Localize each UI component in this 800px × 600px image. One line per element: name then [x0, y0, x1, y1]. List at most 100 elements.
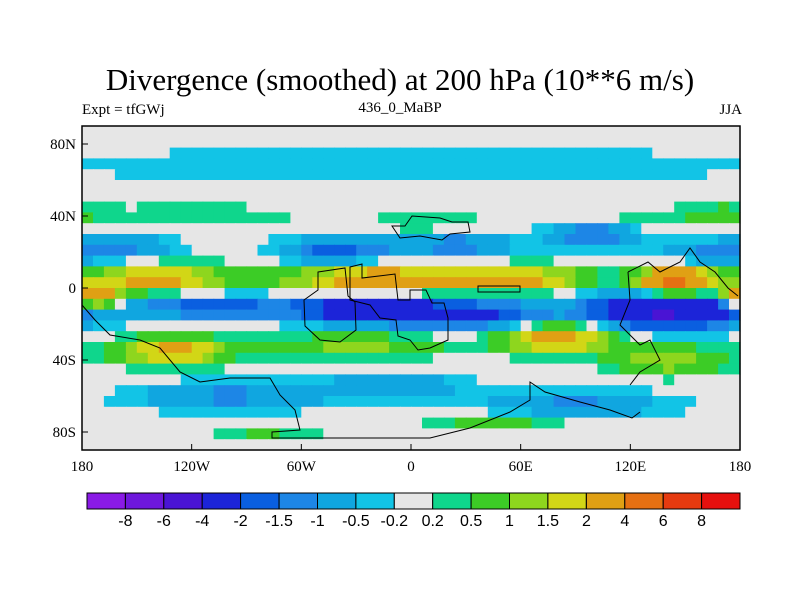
field-cell: [564, 212, 577, 224]
field-cell: [608, 212, 620, 224]
field-cell: [586, 223, 599, 235]
field-cell: [279, 201, 291, 213]
field-cell: [630, 417, 642, 429]
field-cell: [334, 439, 346, 451]
field-cell: [520, 417, 533, 429]
field-cell: [356, 158, 368, 170]
field-cell: [191, 363, 204, 375]
field-cell: [180, 298, 193, 311]
field-cell: [674, 406, 686, 419]
field-cell: [718, 255, 730, 267]
field-cell: [334, 331, 346, 343]
field-cell: [663, 223, 675, 235]
field-cell: [443, 309, 456, 321]
field-cell: [301, 234, 313, 246]
field-cell: [202, 277, 215, 289]
field-cell: [652, 244, 664, 257]
field-cell: [378, 169, 390, 181]
field-cell: [432, 136, 445, 149]
field-cell: [652, 396, 664, 408]
field-cell: [301, 342, 313, 354]
field-cell: [575, 266, 588, 278]
field-cell: [301, 136, 313, 149]
field-cell: [564, 396, 577, 408]
field-cell: [443, 288, 456, 300]
field-cell: [82, 385, 94, 397]
field-cell: [663, 320, 675, 332]
field-cell: [476, 158, 489, 170]
field-cell: [235, 298, 248, 311]
field-cell: [180, 428, 193, 440]
field-cell: [509, 406, 522, 419]
field-cell: [301, 320, 313, 332]
field-cell: [707, 428, 719, 440]
field-cell: [103, 288, 116, 300]
field-cell: [323, 385, 335, 397]
field-cell: [202, 288, 215, 300]
field-cell: [367, 158, 379, 170]
field-cell: [103, 212, 116, 224]
field-cell: [103, 298, 116, 311]
field-cell: [158, 277, 171, 289]
field-cell: [663, 396, 675, 408]
field-cell: [312, 331, 324, 343]
field-cell: [619, 244, 631, 257]
field-cell: [301, 363, 313, 375]
field-cell: [125, 212, 138, 224]
field-cell: [169, 363, 182, 375]
field-cell: [652, 363, 664, 375]
field-cell: [685, 180, 697, 192]
field-cell: [465, 309, 478, 321]
field-cell: [630, 406, 642, 419]
field-cell: [202, 309, 215, 321]
field-cell: [652, 320, 664, 332]
field-cell: [279, 190, 291, 203]
field-cell: [630, 320, 642, 332]
field-cell: [465, 320, 478, 332]
field-cell: [619, 180, 631, 192]
field-cell: [169, 244, 182, 257]
field-cell: [169, 158, 182, 170]
field-cell: [169, 266, 182, 278]
field-cell: [597, 288, 609, 300]
field-cell: [619, 352, 631, 365]
field-cell: [158, 320, 171, 332]
field-cell: [235, 266, 248, 278]
field-cell: [169, 212, 182, 224]
field-cell: [268, 439, 280, 451]
field-cell: [400, 352, 412, 365]
field-cell: [707, 342, 719, 354]
field-cell: [367, 266, 379, 278]
field-cell: [400, 298, 412, 311]
field-cell: [268, 342, 280, 354]
field-cell: [674, 277, 686, 289]
field-cell: [202, 331, 215, 343]
field-cell: [191, 406, 204, 419]
field-cell: [246, 244, 259, 257]
field-cell: [542, 320, 555, 332]
field-cell: [509, 352, 522, 365]
field-cell: [169, 223, 182, 235]
field-cell: [345, 406, 357, 419]
field-cell: [301, 331, 313, 343]
field-cell: [422, 169, 434, 181]
field-cell: [180, 169, 193, 181]
field-cell: [180, 417, 193, 429]
colorbar-swatch: [393, 492, 434, 510]
field-cell: [103, 147, 116, 159]
field-cell: [641, 255, 653, 267]
field-cell: [125, 385, 138, 397]
field-cell: [729, 385, 741, 397]
field-cell: [301, 428, 313, 440]
field-cell: [498, 190, 511, 203]
field-cell: [411, 255, 423, 267]
field-cell: [312, 288, 324, 300]
field-cell: [575, 255, 588, 267]
field-cell: [356, 201, 368, 213]
field-cell: [608, 147, 620, 159]
field-cell: [663, 234, 675, 246]
field-cell: [520, 374, 533, 386]
field-cell: [608, 363, 620, 375]
field-cell: [663, 201, 675, 213]
field-cell: [345, 136, 357, 149]
